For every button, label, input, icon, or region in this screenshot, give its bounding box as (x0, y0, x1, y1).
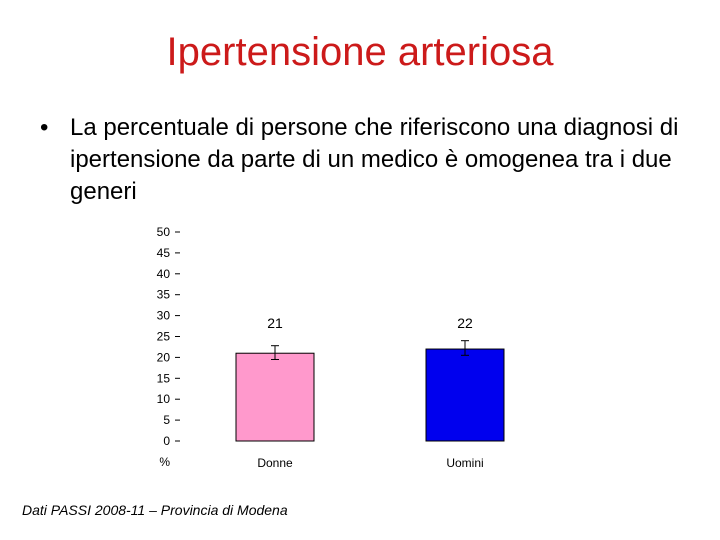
y-tick-label: 15 (157, 371, 171, 385)
y-tick-label: 20 (157, 350, 171, 364)
bar-donne (235, 352, 315, 442)
y-tick-label: 30 (157, 309, 171, 323)
slide-title: Ipertensione arteriosa (166, 30, 554, 74)
bar-uomini (425, 348, 505, 442)
y-tick-label: 35 (157, 288, 171, 302)
y-tick-label: 45 (157, 246, 171, 260)
y-tick-label: 10 (157, 392, 171, 406)
bullet-text: La percentuale di persone che riferiscon… (70, 114, 679, 205)
y-tick-label: 50 (157, 225, 171, 239)
y-tick-label: 0 (163, 434, 170, 448)
category-label: Uomini (446, 456, 483, 470)
y-axis-label: % (159, 455, 170, 469)
source-note: Dati PASSI 2008-11 – Provincia di Modena (22, 502, 288, 518)
bullet-symbol: • (40, 114, 49, 141)
data-label: 21 (267, 315, 283, 331)
y-tick-label: 40 (157, 267, 171, 281)
data-label: 22 (457, 315, 473, 331)
category-label: Donne (257, 456, 293, 470)
y-tick-label: 25 (157, 330, 171, 344)
y-tick-label: 5 (163, 413, 170, 427)
